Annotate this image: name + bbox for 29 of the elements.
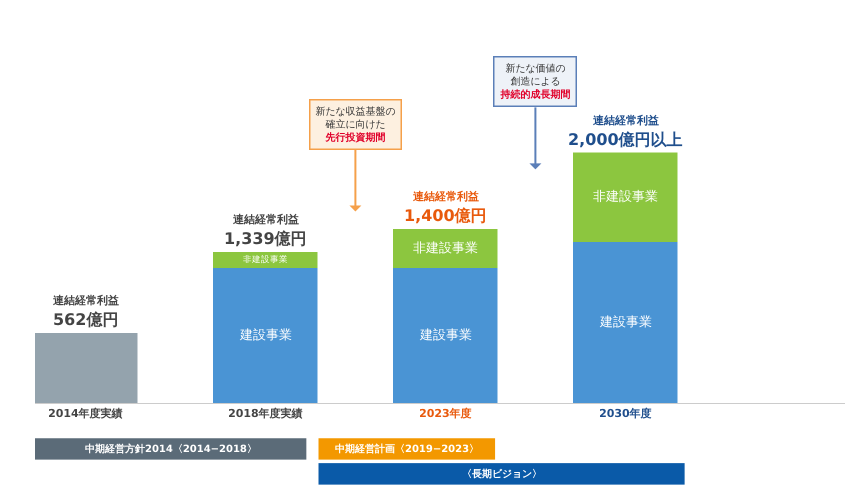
series-label: 非建設事業 <box>242 254 288 266</box>
text: 新たな価値の創造による持続的成長期間 <box>500 62 570 100</box>
x-tick-label: 2030年度 <box>599 407 652 420</box>
series-label: 建設事業 <box>238 328 292 343</box>
annotation: 連結経常利益 <box>412 190 479 203</box>
text: 〈長期ビジョン〉 <box>462 468 542 480</box>
text: 中期経営方針2014〈2014−2018〉 <box>85 443 257 455</box>
x-tick-label: 2014年度実績 <box>48 407 123 420</box>
bar <box>573 152 678 242</box>
bar <box>393 228 498 268</box>
annotation: 1,339億円 <box>224 229 307 248</box>
text: 非建設事業 <box>592 190 658 205</box>
annotation: 1,400億円 <box>404 206 487 225</box>
text: 新たな収益基盤の確立に向けた先行投資期間 <box>316 106 396 144</box>
bar <box>213 268 318 403</box>
text: 建設事業 <box>420 328 472 343</box>
text: 非建設事業 <box>412 240 478 256</box>
text: 中期経営計画〈2019−2023〉 <box>335 443 480 455</box>
x-tick-label: 2023年度 <box>419 407 472 420</box>
annotation: 連結経常利益 <box>592 114 659 127</box>
text: 建設事業 <box>600 314 652 330</box>
annotation: 2,000億円以上 <box>568 130 683 149</box>
bar <box>35 332 138 403</box>
annotation: 連結経常利益 <box>232 213 299 226</box>
annotation: 連結経常利益 <box>52 294 119 307</box>
bar <box>573 242 678 403</box>
x-tick-label: 2018年度実績 <box>228 407 303 420</box>
bar <box>393 268 498 403</box>
annotation: 562億円 <box>53 310 118 329</box>
